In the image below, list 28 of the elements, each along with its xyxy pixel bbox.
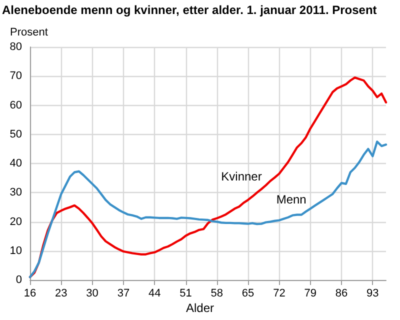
- y-tick-label: 0: [16, 274, 22, 286]
- line-series: [28, 140, 388, 278]
- annotation: Menn: [276, 192, 306, 207]
- x-tick-label: 51: [180, 288, 192, 300]
- y-tick-label: 60: [10, 99, 22, 112]
- x-axis-title: Alder: [186, 301, 214, 315]
- y-tick-label: 70: [10, 70, 22, 82]
- x-tick-label: 44: [148, 288, 161, 300]
- x-tick-label: 72: [273, 288, 286, 300]
- line-series: [28, 76, 388, 278]
- y-tick-label: 20: [10, 216, 22, 228]
- x-tick-label: 23: [55, 288, 68, 300]
- y-tick-label: 30: [10, 186, 22, 199]
- x-tick-label: 16: [24, 288, 36, 300]
- y-tick-label: 80: [10, 41, 22, 53]
- y-axis-title: Prosent: [10, 26, 48, 38]
- x-tick-label: 65: [242, 288, 254, 300]
- x-tick-label: 86: [335, 288, 348, 300]
- x-tick-label: 30: [86, 288, 98, 300]
- annotation: Kvinner: [221, 169, 262, 184]
- chart-title: Aleneboende menn og kvinner, etter alder. 1. januar 2011. Prosent: [2, 3, 377, 17]
- x-tick-label: 93: [366, 288, 379, 300]
- x-tick-label: 58: [210, 288, 224, 300]
- y-tick-label: 10: [10, 244, 22, 257]
- y-tick-label: 40: [10, 158, 22, 170]
- x-tick-label: 79: [304, 288, 316, 300]
- y-tick-label: 50: [10, 128, 22, 140]
- x-tick-label: 37: [117, 288, 130, 300]
